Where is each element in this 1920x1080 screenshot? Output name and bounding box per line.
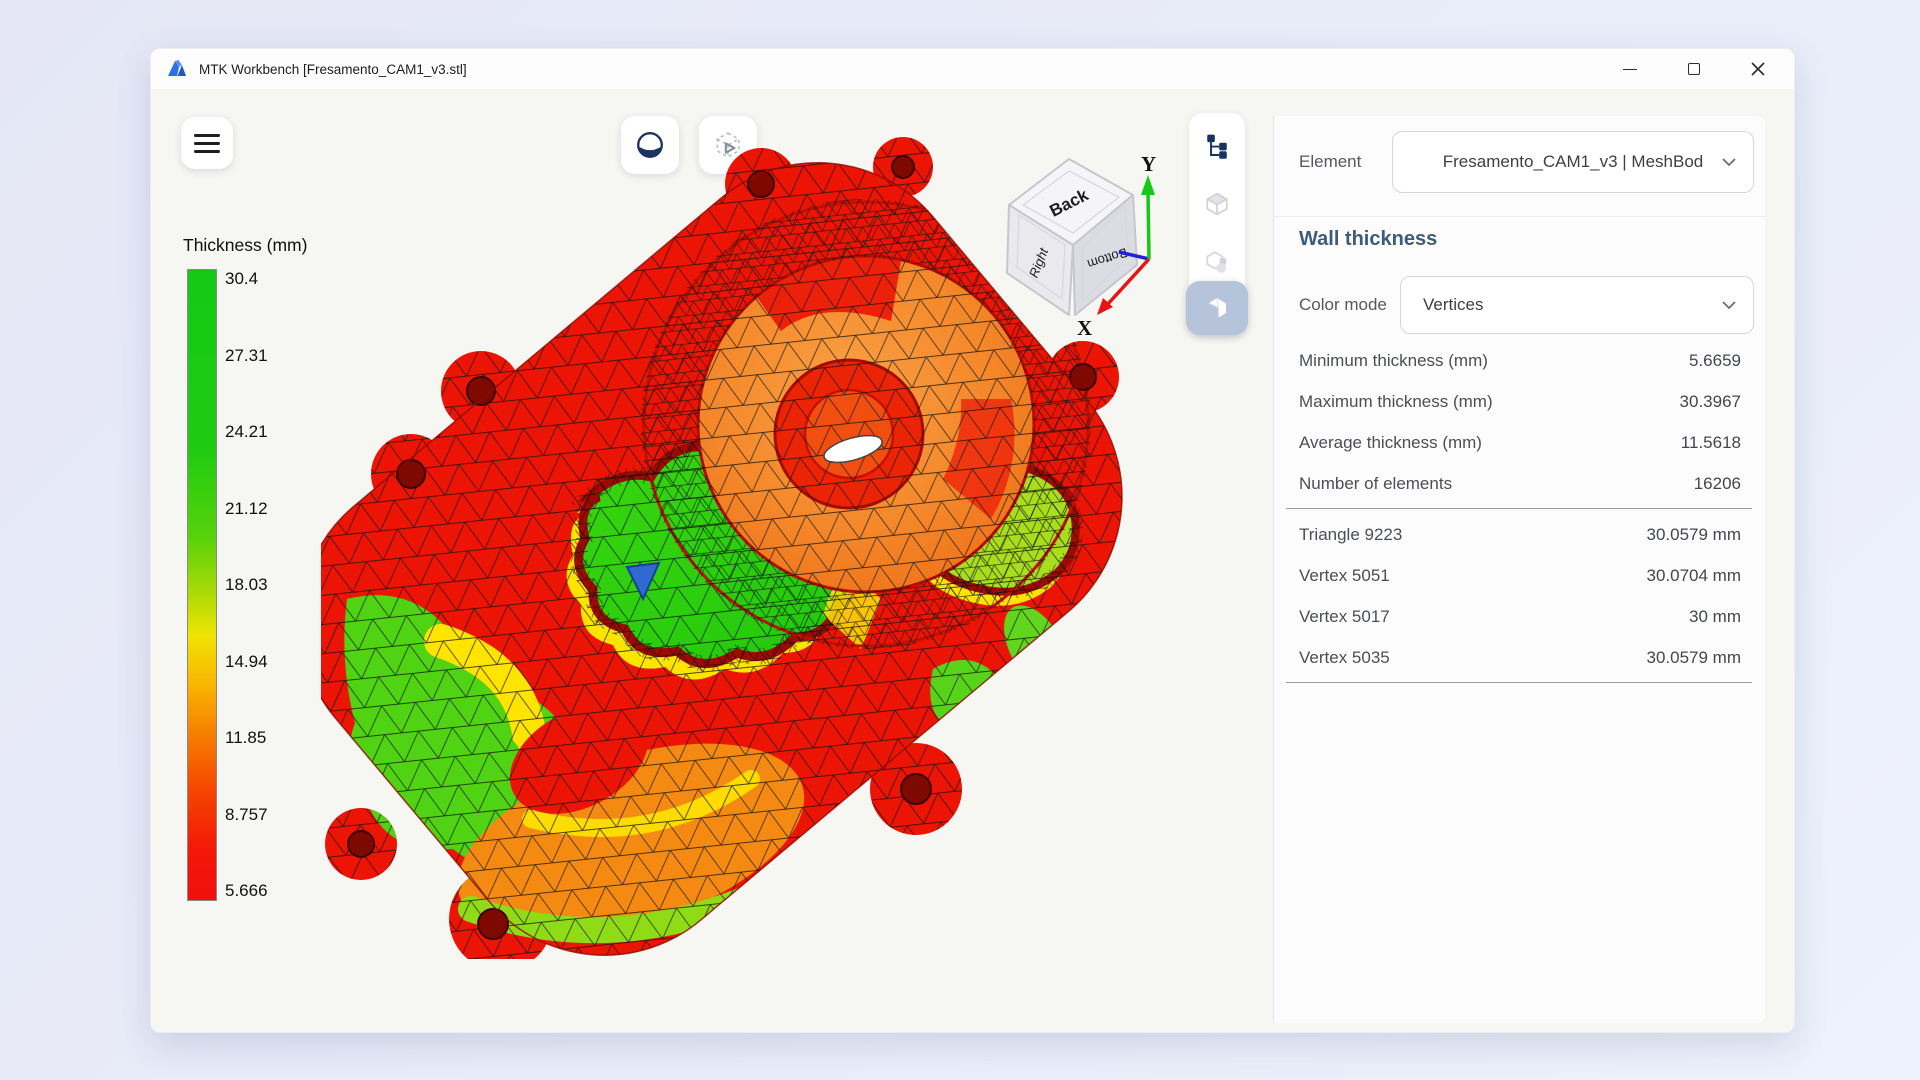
title-bar: MTK Workbench [Fresamento_CAM1_v3.stl] — [151, 49, 1794, 89]
color-mode-value: Vertices — [1423, 295, 1484, 314]
legend-tick: 5.666 — [225, 881, 268, 900]
element-label: Element — [1299, 152, 1362, 171]
shaded-view-button[interactable] — [1204, 249, 1230, 275]
axis-label-y: Y — [1141, 152, 1156, 176]
stat-row: Number of elements 16206 — [1299, 473, 1741, 493]
legend-tick: 14.94 — [225, 651, 268, 671]
color-mode-row: Color mode Vertices — [1274, 276, 1765, 334]
section-wedge-icon — [1208, 297, 1226, 318]
window-title: MTK Workbench [Fresamento_CAM1_v3.stl] — [199, 61, 467, 77]
sphere-shading-icon — [637, 132, 663, 158]
shading-mode-button[interactable] — [621, 116, 679, 174]
app-window: MTK Workbench [Fresamento_CAM1_v3.stl] — [150, 48, 1795, 1033]
stat-row: Minimum thickness (mm) 5.6659 — [1299, 350, 1741, 370]
dashed-cube-play-icon — [716, 132, 740, 158]
solid-view-button[interactable] — [1204, 191, 1230, 217]
section-tool-button[interactable] — [1186, 281, 1248, 335]
selection-row[interactable]: Vertex 5017 30 mm — [1299, 606, 1741, 626]
window-controls — [1616, 55, 1772, 83]
legend-tick: 27.31 — [225, 345, 268, 365]
close-icon — [1751, 62, 1765, 76]
shaded-view-icon — [1206, 251, 1227, 273]
element-dropdown[interactable]: Fresamento_CAM1_v3 | MeshBod — [1392, 131, 1754, 193]
hamburger-menu-icon — [194, 133, 220, 137]
bolt-holes — [347, 155, 1097, 940]
selection-row[interactable]: Triangle 9223 30.0579 mm — [1299, 524, 1741, 544]
legend-tick: 8.757 — [225, 804, 268, 824]
mesh-outline — [321, 162, 1123, 956]
app-logo-icon — [168, 60, 186, 76]
chevron-down-icon — [1722, 301, 1736, 310]
selection-list: Triangle 9223 30.0579 mm Vertex 5051 30.… — [1274, 514, 1765, 678]
properties-panel: Element Fresamento_CAM1_v3 | MeshBod Wal… — [1273, 116, 1765, 1023]
model-tree-icon — [1207, 134, 1227, 159]
thickness-stats: Minimum thickness (mm) 5.6659 Maximum th… — [1274, 340, 1765, 504]
legend-title: Thickness (mm) — [183, 235, 308, 255]
divider — [1286, 508, 1752, 509]
section-title: Wall thickness — [1299, 228, 1438, 250]
stat-row: Maximum thickness (mm) 30.3967 — [1299, 391, 1741, 411]
legend-color-bar — [187, 269, 217, 901]
close-button[interactable] — [1744, 55, 1772, 83]
selected-triangle-marker[interactable] — [625, 561, 661, 602]
minimize-button[interactable] — [1616, 55, 1644, 83]
hub-slot — [823, 434, 883, 464]
axis-label-x: X — [1077, 316, 1092, 340]
legend-tick: 11.85 — [225, 728, 267, 747]
legend-ticks: 30.4 27.31 24.21 21.12 18.03 14.94 11.85… — [225, 269, 305, 901]
solid-view-icon — [1206, 192, 1228, 216]
axis-triad: Y X — [1077, 152, 1156, 340]
maximize-button[interactable] — [1680, 55, 1708, 83]
selection-row[interactable]: Vertex 5051 30.0704 mm — [1299, 565, 1741, 585]
legend-tick: 30.4 — [225, 269, 259, 288]
legend-tick: 24.21 — [225, 422, 268, 441]
selection-row[interactable]: Vertex 5035 30.0579 mm — [1299, 647, 1741, 667]
chevron-down-icon — [1722, 158, 1736, 167]
element-row: Element Fresamento_CAM1_v3 | MeshBod — [1274, 131, 1765, 193]
legend-tick: 18.03 — [225, 575, 268, 594]
stat-row: Average thickness (mm) 11.5618 — [1299, 432, 1741, 452]
panel-separator — [1274, 216, 1765, 217]
color-mode-dropdown[interactable]: Vertices — [1400, 276, 1754, 334]
color-mode-label: Color mode — [1299, 295, 1387, 314]
view-cube[interactable]: Back Right Bottom Y X — [961, 107, 1221, 357]
element-dropdown-value: Fresamento_CAM1_v3 | MeshBod — [1442, 152, 1704, 171]
legend-tick: 21.12 — [225, 498, 268, 518]
main-menu-button[interactable] — [181, 117, 233, 169]
divider — [1286, 682, 1752, 683]
model-tree-button[interactable] — [1204, 133, 1230, 159]
